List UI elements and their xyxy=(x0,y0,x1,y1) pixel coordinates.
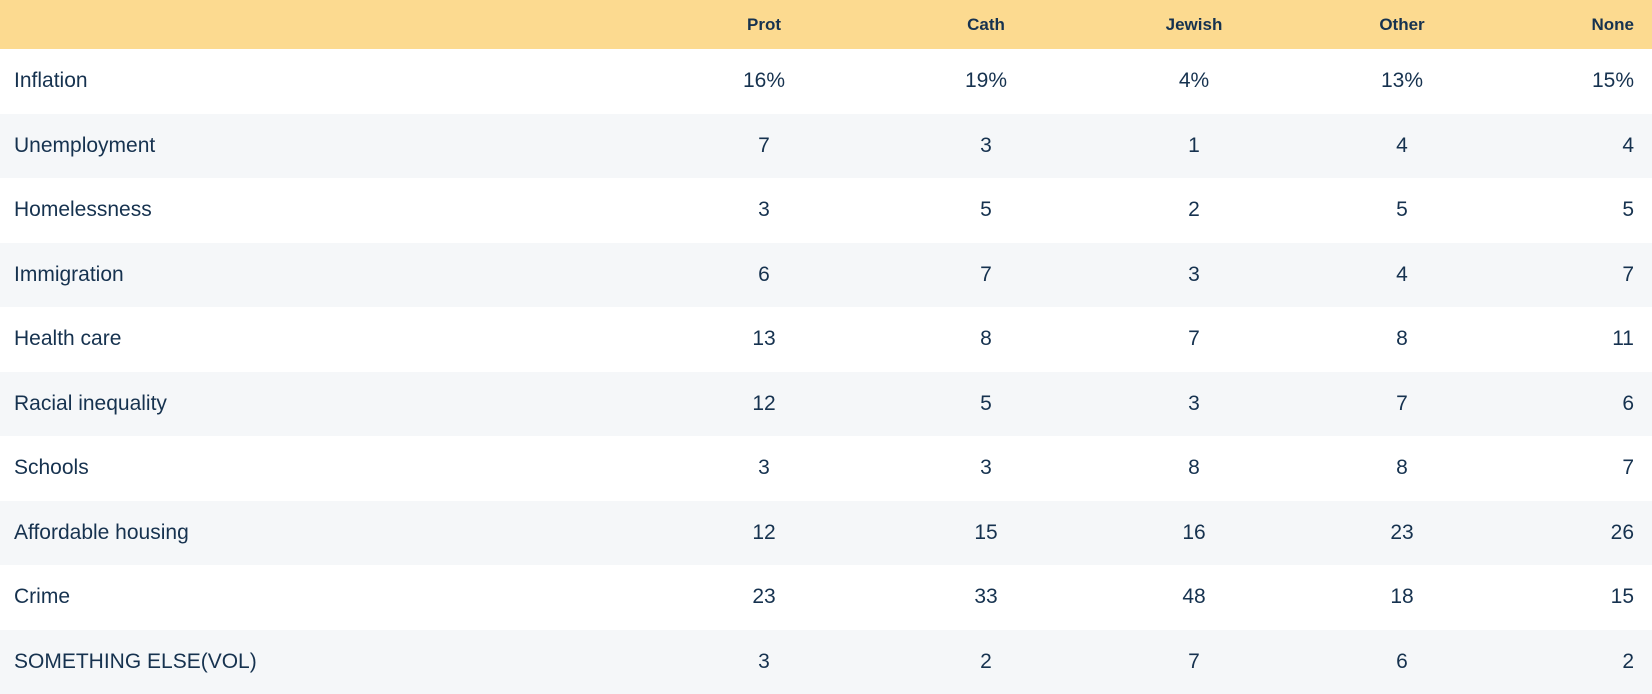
row-label: Immigration xyxy=(14,262,124,286)
value-cell: 13% xyxy=(1380,69,1424,93)
value-cell: 15 xyxy=(974,520,998,544)
value-cell: 4% xyxy=(1178,69,1210,93)
column-header-jewish: Jewish xyxy=(1092,0,1296,49)
value-cell: 23 xyxy=(752,585,776,609)
value-cell: 8 xyxy=(1396,456,1408,480)
value-cell: 33 xyxy=(974,585,998,609)
value-cell: 6 xyxy=(1622,391,1634,415)
value-cell: 7 xyxy=(1622,456,1634,480)
column-header-other: Other xyxy=(1296,0,1508,49)
value-cell: 7 xyxy=(1188,649,1200,673)
value-cell: 5 xyxy=(980,198,992,222)
corner-cell xyxy=(0,0,648,49)
value-cell: 3 xyxy=(758,456,770,480)
table-row: Inflation 16% 19% 4% 13% 15% xyxy=(0,49,1652,114)
value-cell: 4 xyxy=(1396,262,1408,286)
table-row: Affordable housing 12 15 16 23 26 xyxy=(0,500,1652,565)
value-cell: 13 xyxy=(752,327,776,351)
value-cell: 7 xyxy=(980,262,992,286)
value-cell: 4 xyxy=(1396,133,1408,157)
row-label: Racial inequality xyxy=(14,391,167,415)
value-cell: 1 xyxy=(1188,133,1200,157)
value-cell: 7 xyxy=(1622,262,1634,286)
value-cell: 3 xyxy=(1188,391,1200,415)
value-cell: 7 xyxy=(1188,327,1200,351)
value-cell: 7 xyxy=(1396,391,1408,415)
row-label: Crime xyxy=(14,585,70,609)
table-row: Schools 3 3 8 8 7 xyxy=(0,436,1652,501)
table-header: Prot Cath Jewish Other None xyxy=(0,0,1652,49)
value-cell: 12 xyxy=(752,520,776,544)
table-row: Crime 23 33 48 18 15 xyxy=(0,565,1652,630)
value-cell: 16% xyxy=(742,69,786,93)
value-cell: 3 xyxy=(758,198,770,222)
value-cell: 8 xyxy=(980,327,992,351)
value-cell: 2 xyxy=(1622,649,1634,673)
column-header-cath: Cath xyxy=(880,0,1092,49)
value-cell: 5 xyxy=(980,391,992,415)
value-cell: 18 xyxy=(1390,585,1414,609)
row-label: Health care xyxy=(14,327,122,351)
value-cell: 7 xyxy=(758,133,770,157)
value-cell: 6 xyxy=(758,262,770,286)
value-cell: 3 xyxy=(1188,262,1200,286)
value-cell: 2 xyxy=(980,649,992,673)
value-cell: 15% xyxy=(1591,69,1634,93)
table-row: Immigration 6 7 3 4 7 xyxy=(0,242,1652,307)
value-cell: 8 xyxy=(1188,456,1200,480)
value-cell: 4 xyxy=(1622,133,1634,157)
value-cell: 8 xyxy=(1396,327,1408,351)
value-cell: 3 xyxy=(980,456,992,480)
value-cell: 5 xyxy=(1622,198,1634,222)
header-row: Prot Cath Jewish Other None xyxy=(0,0,1652,49)
row-label: Inflation xyxy=(14,69,88,93)
value-cell: 26 xyxy=(1610,520,1634,544)
value-cell: 23 xyxy=(1390,520,1414,544)
table-row: SOMETHING ELSE(VOL) 3 2 7 6 2 xyxy=(0,629,1652,694)
value-cell: 15 xyxy=(1610,585,1634,609)
row-label: Schools xyxy=(14,456,89,480)
value-cell: 19% xyxy=(964,69,1008,93)
table-row: Homelessness 3 5 2 5 5 xyxy=(0,178,1652,243)
table-row: Unemployment 7 3 1 4 4 xyxy=(0,113,1652,178)
column-header-prot: Prot xyxy=(648,0,880,49)
value-cell: 48 xyxy=(1182,585,1206,609)
value-cell: 6 xyxy=(1396,649,1408,673)
value-cell: 11 xyxy=(1612,327,1634,351)
value-cell: 5 xyxy=(1396,198,1408,222)
table-body: Inflation 16% 19% 4% 13% 15% Unemployment 7 3 1 4 4… xyxy=(0,49,1652,694)
value-cell: 2 xyxy=(1188,198,1200,222)
value-cell: 3 xyxy=(758,649,770,673)
table-row: Health care 13 8 7 8 11 xyxy=(0,307,1652,372)
row-label: Homelessness xyxy=(14,198,152,222)
row-label: Affordable housing xyxy=(14,520,189,544)
column-header-none: None xyxy=(1508,0,1652,49)
value-cell: 3 xyxy=(980,133,992,157)
row-label: Unemployment xyxy=(14,133,156,157)
table-row: Racial inequality 12 5 3 7 6 xyxy=(0,371,1652,436)
value-cell: 16 xyxy=(1182,520,1206,544)
value-cell: 12 xyxy=(752,391,776,415)
row-label: SOMETHING ELSE(VOL) xyxy=(14,649,257,673)
